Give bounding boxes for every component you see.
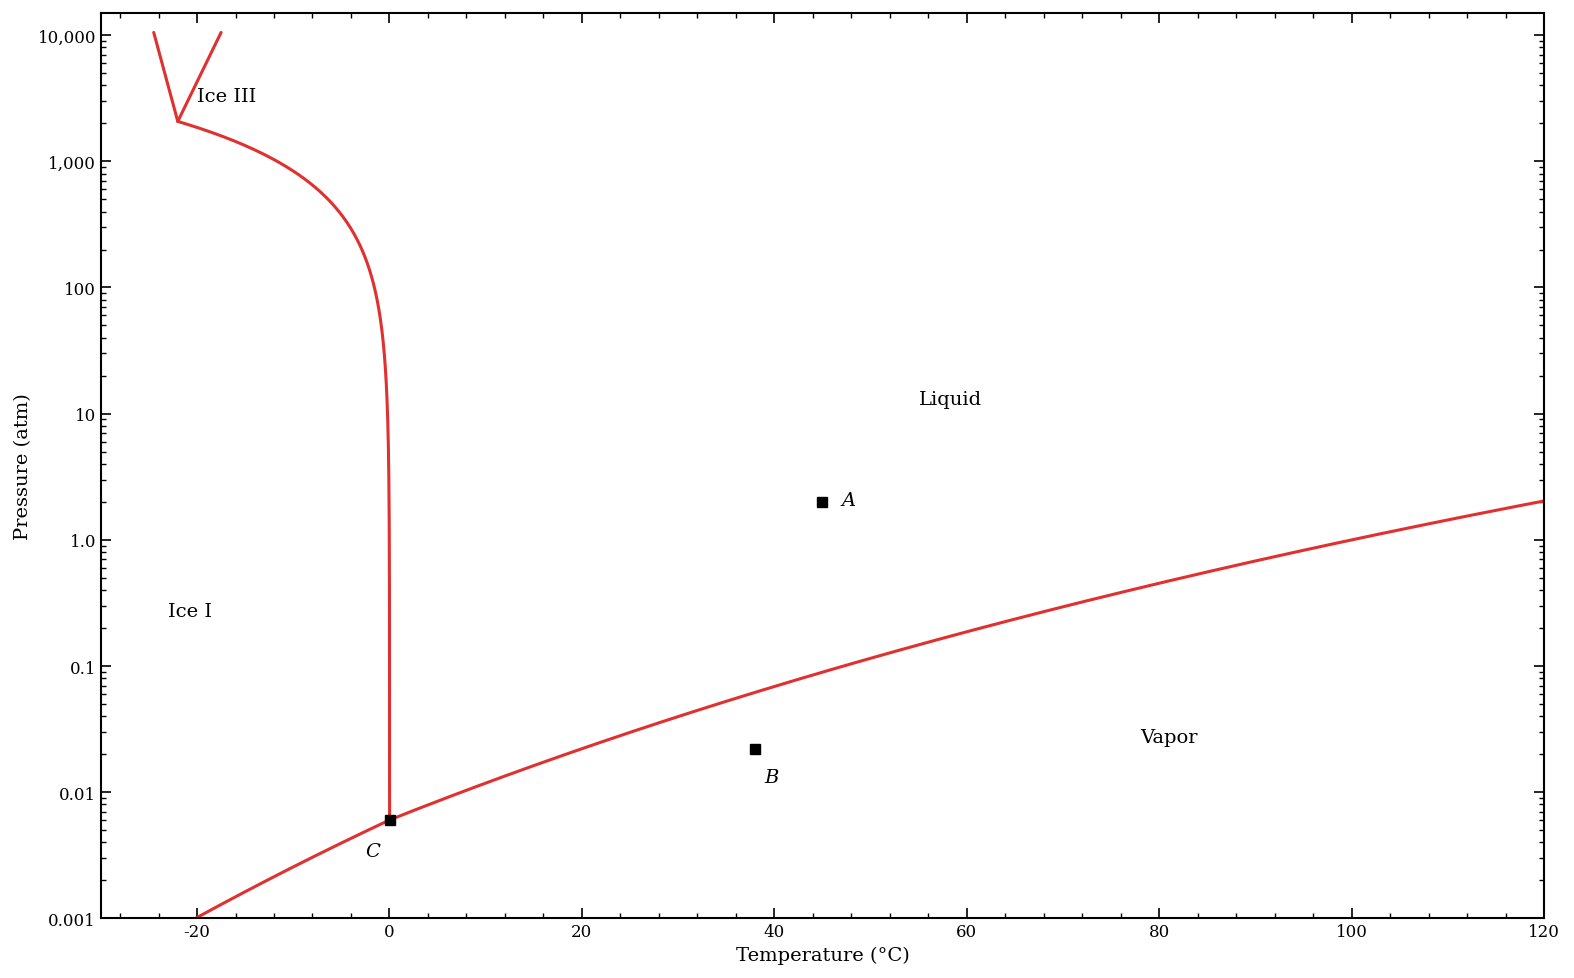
Text: Liquid: Liquid [919,390,982,408]
Text: Ice I: Ice I [168,602,212,620]
Text: Ice III: Ice III [197,88,257,106]
X-axis label: Temperature (°C): Temperature (°C) [735,946,910,964]
Y-axis label: Pressure (atm): Pressure (atm) [14,393,31,540]
Text: C: C [365,842,381,860]
Text: B: B [765,768,779,786]
Text: Vapor: Vapor [1140,729,1198,746]
Text: A: A [842,491,856,510]
